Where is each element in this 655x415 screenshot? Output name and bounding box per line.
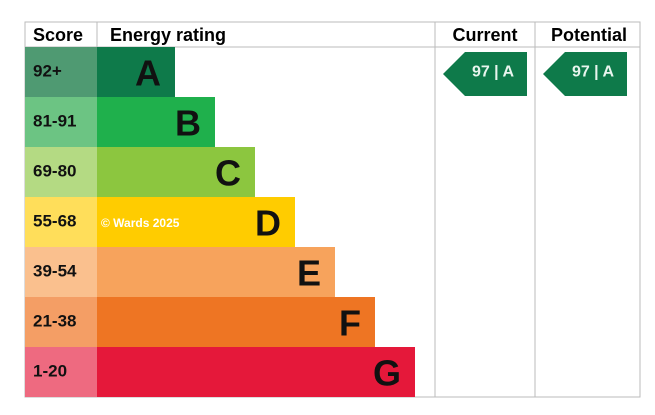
- score-cell: [25, 247, 97, 297]
- rating-bar: [97, 47, 175, 97]
- header-rating: Energy rating: [110, 25, 226, 45]
- score-cell: [25, 197, 97, 247]
- rating-letter: A: [135, 53, 161, 94]
- score-cell: [25, 147, 97, 197]
- score-cell: [25, 97, 97, 147]
- score-label: 21-38: [33, 312, 76, 331]
- rating-letter: D: [255, 203, 281, 244]
- score-label: 1-20: [33, 362, 67, 381]
- score-label: 81-91: [33, 112, 76, 131]
- potential-label: 97 | A: [572, 64, 615, 81]
- rating-bar: [97, 97, 215, 147]
- header-current: Current: [452, 25, 517, 45]
- rating-bar: [97, 297, 375, 347]
- potential-pointer: [543, 52, 627, 96]
- rating-bar: [97, 147, 255, 197]
- rating-bar: [97, 247, 335, 297]
- rating-letter: C: [215, 153, 241, 194]
- rating-letter: G: [373, 353, 401, 394]
- rating-bar: [97, 347, 415, 397]
- header-score: Score: [33, 25, 83, 45]
- score-label: 92+: [33, 62, 62, 81]
- score-cell: [25, 47, 97, 97]
- score-label: 39-54: [33, 262, 77, 281]
- watermark: © Wards 2025: [101, 216, 180, 230]
- rating-bar: [97, 197, 295, 247]
- header-potential: Potential: [551, 25, 627, 45]
- rating-letter: E: [297, 253, 321, 294]
- current-pointer: [443, 52, 527, 96]
- rating-letter: B: [175, 103, 201, 144]
- score-cell: [25, 347, 97, 397]
- current-label: 97 | A: [472, 64, 515, 81]
- score-label: 55-68: [33, 212, 76, 231]
- score-label: 69-80: [33, 162, 76, 181]
- score-cell: [25, 297, 97, 347]
- rating-letter: F: [339, 303, 361, 344]
